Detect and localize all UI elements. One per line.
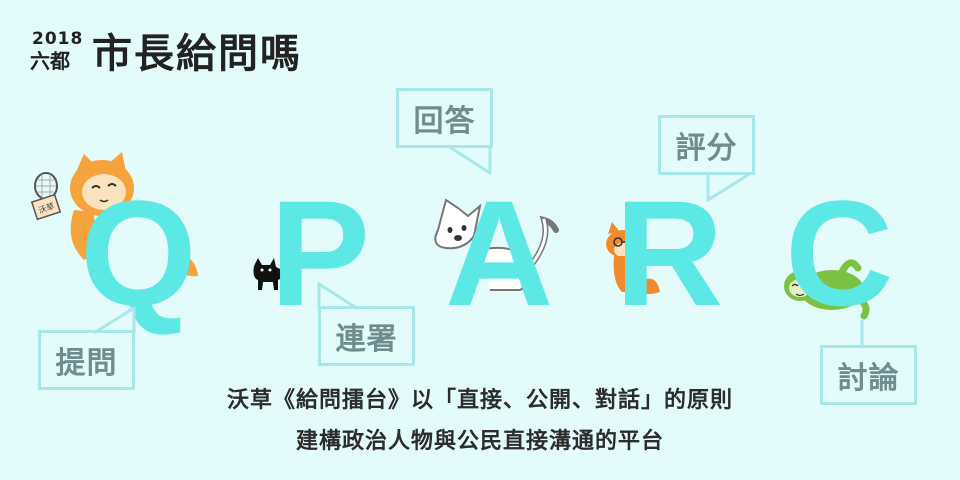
page-title: 市長給問嗎 xyxy=(92,31,302,77)
bubble-huida-label: 回答 xyxy=(413,104,476,139)
title-year: 2018 xyxy=(32,29,84,49)
lianshu-bubble-tail xyxy=(317,282,359,310)
bubble-tiwen: 提問 xyxy=(38,330,135,390)
letter-c: C xyxy=(785,169,894,337)
huida-bubble-tail xyxy=(447,145,492,175)
bubble-pingfen-label: 評分 xyxy=(675,131,738,166)
mascot-sign-text: 沃草 xyxy=(37,201,55,215)
taolun-bubble-tail xyxy=(860,320,916,348)
black-dog-illustration xyxy=(253,258,282,290)
bubble-pingfen: 評分 xyxy=(658,115,755,175)
bubble-lianshu-label: 連署 xyxy=(335,322,398,357)
bubble-lianshu: 連署 xyxy=(318,306,415,366)
white-dog-illustration xyxy=(434,198,559,291)
sloth-illustration xyxy=(784,259,870,320)
letter-q: Q xyxy=(80,169,197,337)
tiwen-bubble-tail xyxy=(93,306,136,334)
description-line-2: 建構政治人物與公民直接溝通的平台 xyxy=(295,429,664,454)
cat-mascot-illustration: 沃草 xyxy=(30,152,198,277)
fox-illustration xyxy=(606,222,660,294)
bubble-huida: 回答 xyxy=(396,88,493,148)
bubble-tiwen-label: 提問 xyxy=(55,346,118,381)
title-region: 六都 xyxy=(30,49,70,73)
bubble-taolun-label: 討論 xyxy=(837,361,900,396)
letter-r: R xyxy=(615,169,724,337)
pingfen-bubble-tail xyxy=(706,172,752,202)
bubble-taolun: 討論 xyxy=(820,345,917,405)
description-line-1: 沃草《給問擂台》以「直接、公開、對話」的原則 xyxy=(226,388,733,413)
letter-a: A xyxy=(445,169,554,337)
